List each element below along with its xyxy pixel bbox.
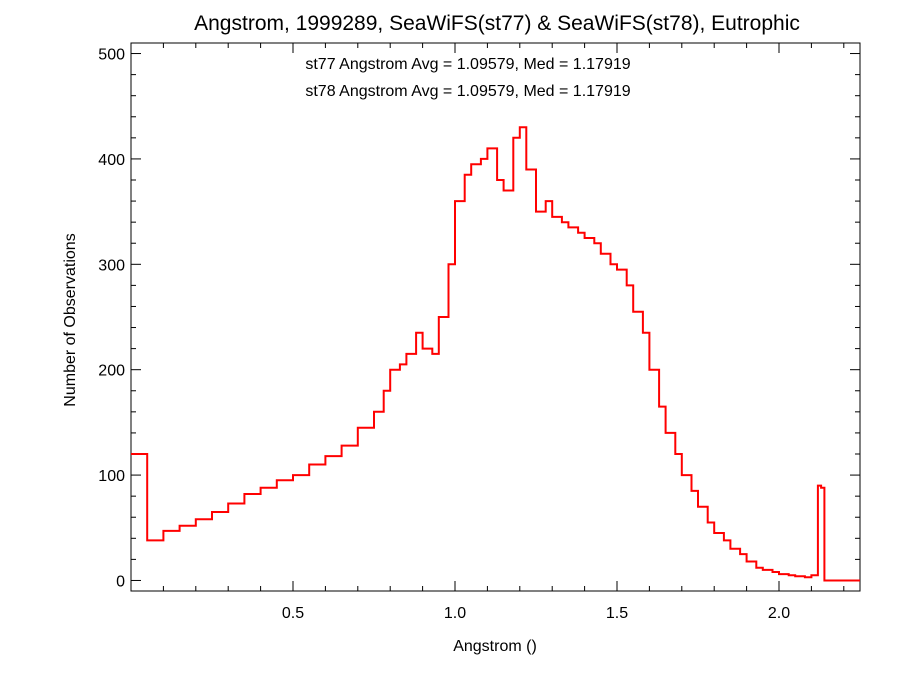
x-tick-label: 0.5 [282, 605, 304, 622]
chart-title: Angstrom, 1999289, SeaWiFS(st77) & SeaWi… [194, 12, 800, 35]
y-tick-label: 0 [116, 573, 125, 590]
axis-ticks [131, 43, 860, 591]
y-tick-label: 300 [98, 257, 125, 274]
y-tick-label: 500 [98, 47, 125, 64]
y-tick-label: 400 [98, 152, 125, 169]
x-axis-label: Angstrom () [453, 638, 537, 655]
histogram-series-line [131, 126, 860, 582]
y-axis-label: Number of Observations [62, 233, 79, 406]
plot-frame [130, 42, 861, 592]
annotation-st78: st78 Angstrom Avg = 1.09579, Med = 1.179… [305, 83, 630, 100]
y-tick-label: 200 [98, 363, 125, 380]
x-tick-label: 2.0 [768, 605, 790, 622]
x-tick-label: 1.0 [444, 605, 466, 622]
annotation-st77: st77 Angstrom Avg = 1.09579, Med = 1.179… [305, 56, 630, 73]
series-layer [131, 126, 860, 582]
tick-labels: 0.5 1.0 1.5 2.0 0 100 200 300 400 500 [98, 47, 790, 622]
plot-border [130, 42, 861, 592]
x-tick-label: 1.5 [606, 605, 628, 622]
y-tick-label: 100 [98, 468, 125, 485]
